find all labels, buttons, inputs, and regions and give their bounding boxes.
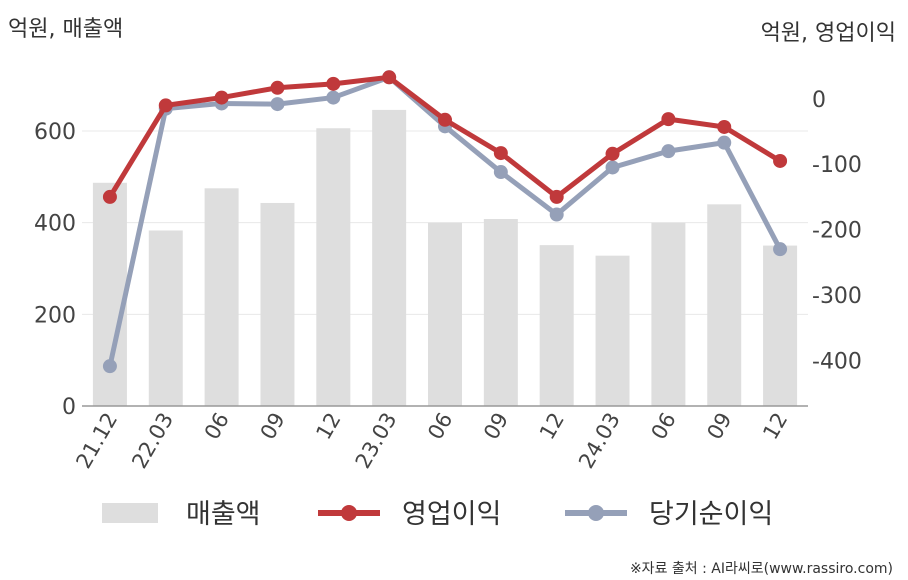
- revenue-bar: [316, 128, 351, 406]
- revenue-bar: [763, 245, 798, 406]
- series-point: [661, 144, 676, 159]
- right-axis-unit-label: 억원, 영업이익: [761, 21, 896, 46]
- legend: 매출액 영업이익 당기순이익: [102, 499, 773, 530]
- x-tick-label: 22.03: [127, 409, 178, 473]
- left-tick-label: 400: [34, 212, 76, 237]
- series-point: [773, 242, 788, 257]
- series-point: [549, 189, 564, 204]
- series-point: [326, 76, 341, 91]
- right-tick-label: -300: [812, 284, 862, 309]
- x-tick-label: 09: [479, 409, 513, 444]
- x-tick-label: 24.03: [574, 409, 625, 473]
- right-tick-label: -400: [812, 349, 862, 374]
- revenue-bar: [372, 109, 407, 407]
- right-tick-label: -200: [812, 219, 862, 244]
- x-tick-label: 06: [647, 409, 681, 444]
- left-axis-unit-label: 억원, 매출액: [8, 17, 123, 42]
- series-point: [270, 97, 285, 112]
- left-axis-ticks: 0 200 400 600: [34, 120, 76, 420]
- series-point: [717, 119, 732, 134]
- series-line: [107, 74, 783, 200]
- left-tick-label: 0: [62, 395, 76, 420]
- x-tick-label: 12: [535, 409, 569, 444]
- x-tick-label: 06: [423, 409, 457, 444]
- series-point: [270, 80, 285, 95]
- revenue-bar: [707, 204, 742, 406]
- right-axis-ticks: 0 -100 -200 -300 -400: [812, 88, 862, 374]
- revenue-bar: [539, 245, 574, 406]
- revenue-bar: [204, 188, 239, 406]
- x-axis-ticks: 21.12 22.03 06 09 12 23.03 06 09 12 24.03 06 09 12: [71, 409, 792, 473]
- revenue-bar: [595, 255, 630, 406]
- series-point: [661, 112, 676, 127]
- legend-swatch-marker: [341, 505, 357, 521]
- series-point: [773, 153, 788, 168]
- legend-swatch-bar: [102, 503, 158, 523]
- series-point: [605, 160, 620, 175]
- revenue-bar: [148, 230, 183, 406]
- x-tick-label: 06: [200, 409, 234, 444]
- series-point: [102, 359, 117, 374]
- left-tick-label: 200: [34, 303, 76, 328]
- series-point: [438, 112, 452, 127]
- series-point: [605, 146, 620, 161]
- series-point: [549, 207, 564, 222]
- series-point: [382, 70, 397, 85]
- series-point: [326, 90, 341, 105]
- x-tick-label: 23.03: [351, 409, 402, 473]
- series-point: [214, 90, 229, 105]
- revenue-bar: [651, 222, 686, 406]
- revenue-bar: [428, 222, 462, 406]
- right-tick-label: 0: [812, 88, 826, 113]
- legend-label: 영업이익: [402, 499, 501, 530]
- series-point: [493, 146, 508, 161]
- legend-label: 매출액: [186, 499, 261, 530]
- legend-swatch-marker: [588, 505, 604, 521]
- source-note: ※자료 출처 : AI라씨로(www.rassiro.com): [630, 561, 893, 577]
- revenue-bar: [260, 202, 295, 406]
- series-point: [493, 165, 508, 180]
- left-tick-label: 600: [34, 120, 76, 145]
- x-tick-label: 09: [702, 409, 736, 444]
- legend-label: 당기순이익: [649, 499, 773, 530]
- series-point: [158, 98, 173, 113]
- revenue-bar: [483, 219, 518, 406]
- profit-lines: [102, 70, 788, 374]
- x-tick-label: 21.12: [71, 409, 122, 473]
- x-tick-label: 12: [758, 409, 792, 444]
- revenue-bars: [92, 109, 798, 407]
- x-tick-label: 12: [311, 409, 345, 444]
- series-point: [717, 135, 732, 150]
- right-tick-label: -100: [812, 153, 862, 178]
- x-tick-label: 09: [256, 409, 290, 444]
- series-point: [102, 189, 117, 204]
